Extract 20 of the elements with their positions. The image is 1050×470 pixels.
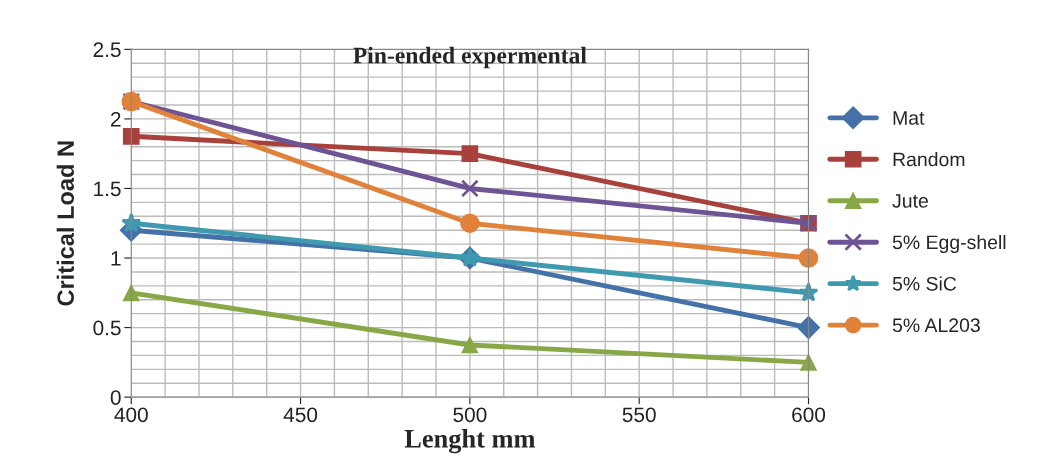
y-tick-label: 0.5 xyxy=(93,320,121,336)
x-tick-label: 400 xyxy=(114,407,148,423)
y-tick-label: 2.5 xyxy=(93,42,121,58)
x-tick-label: 450 xyxy=(283,407,318,423)
y-axis-title: Critical Load N xyxy=(56,141,75,306)
legend-label: 5% Egg-shell xyxy=(892,234,1006,254)
x-axis-title: Lenght mm xyxy=(404,429,536,454)
y-tick-label: 0 xyxy=(110,390,121,405)
x-tick-label: 550 xyxy=(622,407,656,423)
chart-title: Pin-ended expermental xyxy=(353,46,587,69)
legend-label: Mat xyxy=(893,111,925,125)
y-tick-label: 1.5 xyxy=(94,181,121,197)
legend-label: 5% AL203 xyxy=(892,318,980,333)
legend-label: 5% SiC xyxy=(892,276,957,291)
legend-label: Random xyxy=(893,152,965,167)
y-tick-label: 2 xyxy=(110,111,121,127)
y-tick-label: 1 xyxy=(111,251,121,266)
x-tick-label: 500 xyxy=(453,407,487,423)
x-tick-label: 600 xyxy=(792,407,826,423)
legend-label: Jute xyxy=(892,194,928,208)
